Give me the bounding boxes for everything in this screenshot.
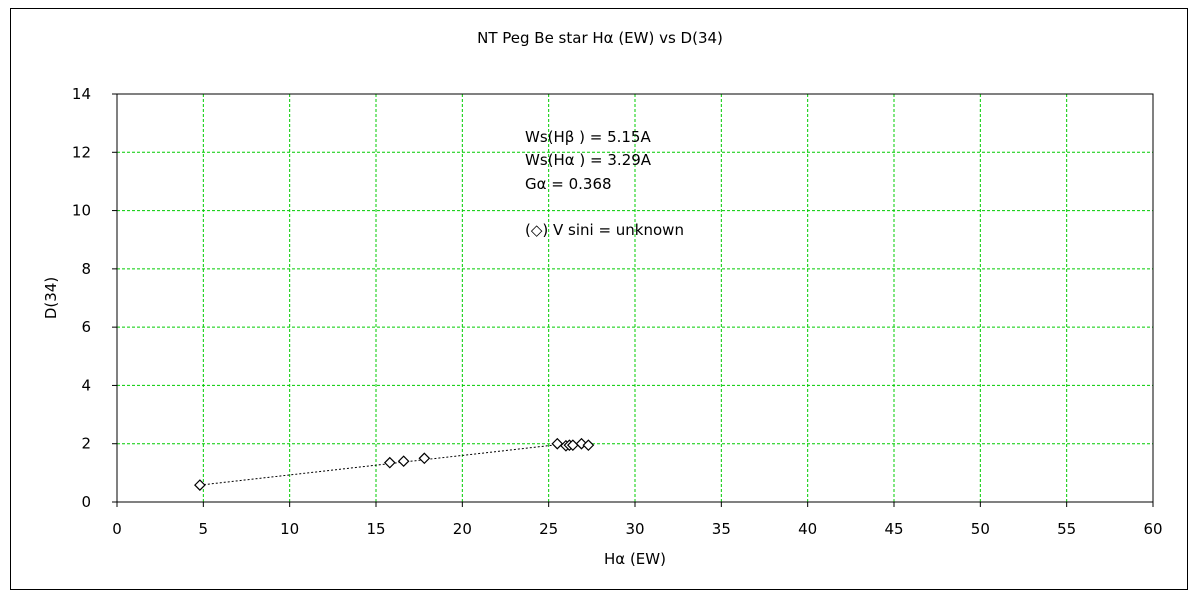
y-tick-label: 10 [72,202,91,220]
annotation-ws-hbeta: Ws(Hβ ) = 5.15A [525,128,651,146]
data-point [551,437,564,450]
y-axis-label: D(34) [42,277,60,319]
x-tick-label: 5 [199,520,209,538]
x-tick-label: 20 [453,520,472,538]
x-tick-label: 0 [112,520,122,538]
y-tick-label: 8 [81,260,91,278]
data-point [397,455,410,468]
annotation-ws-halpha: Ws(Hα ) = 3.29A [525,151,652,169]
chart-title: NT Peg Be star Hα (EW) vs D(34) [477,29,723,47]
grid-lines [117,94,1153,502]
x-tick-label: 25 [539,520,558,538]
x-tick-label: 35 [712,520,731,538]
data-point [582,439,595,452]
annotation-g-alpha: Gα = 0.368 [525,175,612,193]
y-tick-label: 6 [81,318,91,336]
y-tick-label: 0 [81,493,91,511]
data-point [383,456,396,469]
y-axis-ticks: 0 2 4 6 8 10 12 14 [72,85,117,511]
y-tick-label: 14 [72,85,91,103]
x-tick-label: 30 [625,520,644,538]
chart-frame [10,8,1188,590]
x-tick-label: 50 [971,520,990,538]
x-tick-label: 45 [884,520,903,538]
x-tick-label: 15 [366,520,385,538]
x-tick-label: 40 [798,520,817,538]
x-axis-label: Hα (EW) [604,550,666,568]
annotation-vsini: (◇) V sini = unknown [525,221,684,239]
x-tick-label: 60 [1143,520,1162,538]
y-tick-label: 4 [81,376,91,394]
x-tick-label: 55 [1057,520,1076,538]
data-point [194,479,206,491]
data-points [194,437,595,491]
annotation-block: Ws(Hβ ) = 5.15A Ws(Hα ) = 3.29A Gα = 0.3… [525,128,684,239]
x-axis-ticks: 0 5 10 15 20 25 30 35 40 45 50 55 60 [112,502,1163,538]
y-tick-label: 12 [72,143,91,161]
trendline [199,443,566,486]
x-tick-label: 10 [280,520,299,538]
data-point [418,452,431,465]
y-tick-label: 2 [81,435,91,453]
